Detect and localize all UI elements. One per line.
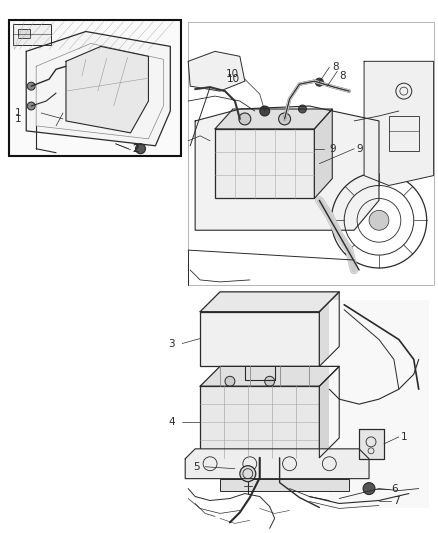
Circle shape: [298, 105, 307, 113]
Text: 10: 10: [226, 69, 239, 79]
Text: 9: 9: [329, 144, 336, 154]
Polygon shape: [364, 61, 434, 185]
Polygon shape: [200, 292, 339, 312]
Text: 2: 2: [133, 144, 139, 154]
Circle shape: [279, 113, 290, 125]
Circle shape: [27, 102, 35, 110]
Circle shape: [363, 482, 375, 495]
Text: 8: 8: [332, 62, 339, 72]
Polygon shape: [319, 292, 339, 366]
Circle shape: [369, 211, 389, 230]
Circle shape: [239, 113, 251, 125]
Bar: [200, 386, 319, 458]
Text: 9: 9: [356, 144, 363, 154]
Bar: [18, 29, 30, 38]
Circle shape: [265, 376, 275, 386]
Text: 1: 1: [15, 108, 22, 118]
Polygon shape: [188, 51, 245, 91]
Bar: [13, 23, 51, 45]
Text: 1: 1: [401, 432, 407, 442]
Circle shape: [225, 376, 235, 386]
Text: 3: 3: [169, 338, 175, 349]
Bar: [215, 129, 314, 198]
Text: 6: 6: [391, 483, 398, 494]
Circle shape: [27, 82, 35, 90]
Circle shape: [135, 144, 145, 154]
Polygon shape: [200, 366, 339, 386]
Polygon shape: [215, 109, 332, 129]
Text: 1: 1: [15, 114, 22, 124]
Bar: [220, 479, 349, 490]
Text: 10: 10: [227, 74, 240, 84]
Polygon shape: [185, 449, 369, 479]
Bar: [359, 429, 384, 459]
Text: 5: 5: [194, 462, 200, 472]
Circle shape: [240, 466, 256, 482]
Text: 2: 2: [133, 144, 139, 154]
Polygon shape: [195, 106, 379, 230]
Bar: [9, 20, 181, 156]
Polygon shape: [66, 46, 148, 133]
Bar: [200, 312, 319, 366]
Bar: [389, 116, 419, 151]
Text: 8: 8: [339, 71, 346, 81]
Polygon shape: [26, 31, 170, 146]
Text: 7: 7: [393, 496, 399, 505]
Polygon shape: [359, 429, 384, 459]
Circle shape: [260, 106, 270, 116]
Text: 4: 4: [169, 417, 175, 427]
Polygon shape: [329, 300, 429, 508]
Polygon shape: [314, 109, 332, 198]
Polygon shape: [319, 366, 339, 458]
Circle shape: [315, 78, 323, 86]
